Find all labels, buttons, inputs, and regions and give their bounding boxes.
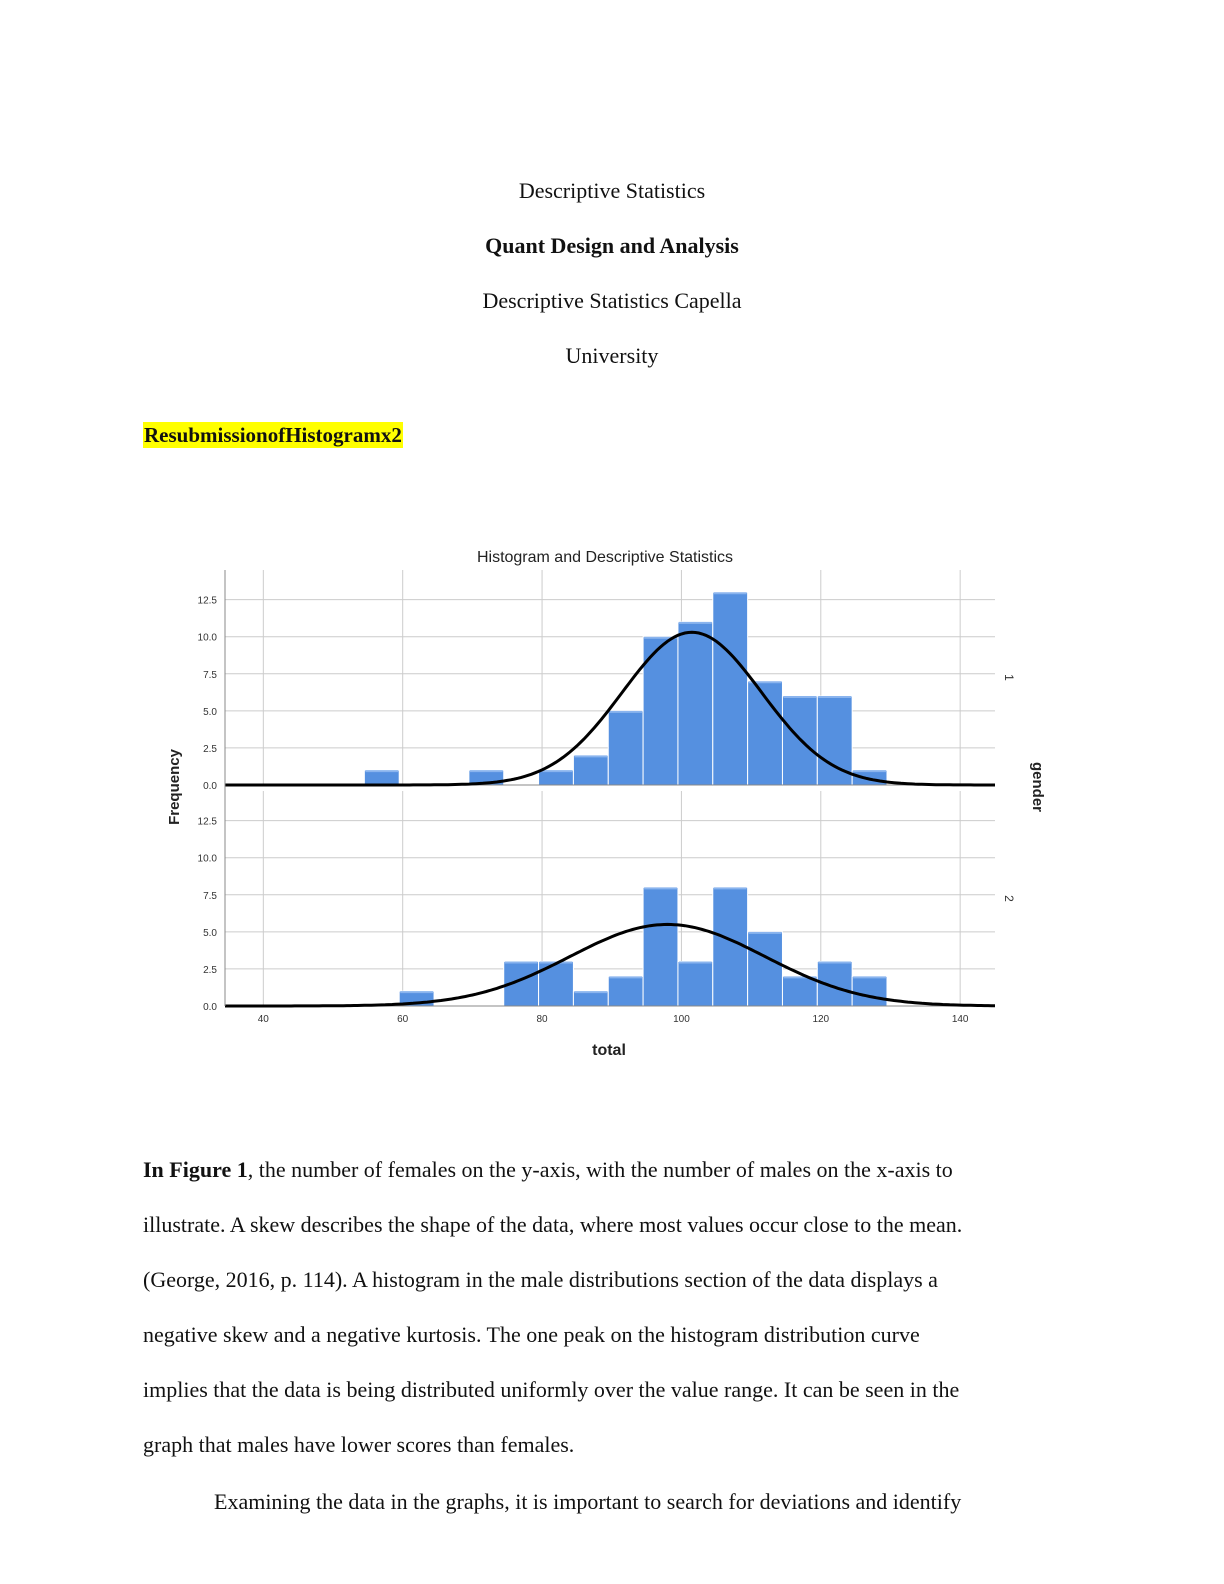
histogram-bar xyxy=(607,710,644,786)
paragraph-1-line-2: illustrate. A skew describes the shape o… xyxy=(143,1212,963,1237)
panel-variable-label: gender xyxy=(1029,762,1046,812)
histogram-bar xyxy=(712,886,749,1007)
histogram-bar xyxy=(712,591,749,786)
panel-label: 2 xyxy=(1002,895,1016,902)
y-tick-label: 2.5 xyxy=(203,965,217,976)
y-tick-label: 10.0 xyxy=(198,633,218,644)
paragraph-1-line-1: In Figure 1, the number of females on th… xyxy=(143,1157,1043,1183)
histogram-bar xyxy=(781,975,818,1007)
chart-title: Histogram and Descriptive Statistics xyxy=(477,549,733,566)
normal-curve xyxy=(225,922,995,1008)
normal-curve xyxy=(225,630,995,787)
x-tick-label: 40 xyxy=(258,1014,270,1025)
figure-reference: In Figure 1 xyxy=(143,1157,248,1182)
paragraph-2-line-1: Examining the data in the graphs, it is … xyxy=(214,1489,962,1514)
y-tick-label: 5.0 xyxy=(203,928,217,939)
x-tick-label: 60 xyxy=(397,1014,409,1025)
paragraph-1-line-5: implies that the data is being distribut… xyxy=(143,1377,960,1402)
y-axis-label: Frequency xyxy=(166,748,183,825)
histogram-bar xyxy=(747,931,783,1007)
histogram-bar xyxy=(363,769,400,786)
histogram-bar xyxy=(538,769,574,786)
x-tick-label: 120 xyxy=(812,1014,829,1025)
histogram-bar xyxy=(572,754,609,786)
histogram-bar xyxy=(677,621,714,786)
histogram-bar xyxy=(642,886,679,1007)
histogram-chart: Histogram and Descriptive Statistics Fre… xyxy=(166,549,1046,1059)
y-tick-label: 7.5 xyxy=(203,891,217,902)
resubmission-note: ResubmissionofHistogramx2 xyxy=(143,422,403,448)
y-tick-label: 0.0 xyxy=(203,1002,217,1013)
histogram-bar xyxy=(851,975,888,1007)
y-tick-label: 7.5 xyxy=(203,670,217,681)
y-tick-label: 12.5 xyxy=(198,596,218,607)
paragraph-1-line-6: graph that males have lower scores than … xyxy=(143,1432,575,1457)
panel-label: 1 xyxy=(1002,674,1016,681)
histogram-bar xyxy=(677,961,714,1007)
title-line-1: Descriptive Statistics xyxy=(518,178,706,203)
y-tick-label: 12.5 xyxy=(198,817,218,828)
paragraph-1-line-3: (George, 2016, p. 114). A histogram in t… xyxy=(143,1267,938,1292)
paragraph-1-line-1-text: , the number of females on the y-axis, w… xyxy=(247,1157,953,1182)
x-axis-label: total xyxy=(592,1042,626,1059)
title-line-2: Quant Design and Analysis xyxy=(485,233,739,258)
y-tick-label: 2.5 xyxy=(203,744,217,755)
histogram-bar xyxy=(607,975,644,1007)
y-tick-label: 10.0 xyxy=(198,854,218,865)
paragraph-1-line-4: negative skew and a negative kurtosis. T… xyxy=(143,1322,920,1347)
plot-area: 0.02.55.07.510.012.510.02.55.07.510.012.… xyxy=(198,570,1016,1025)
title-line-4: University xyxy=(565,343,659,368)
y-tick-label: 5.0 xyxy=(203,707,217,718)
x-tick-label: 140 xyxy=(952,1014,969,1025)
y-tick-label: 0.0 xyxy=(203,781,217,792)
x-tick-label: 80 xyxy=(536,1014,548,1025)
histogram-bar xyxy=(572,990,609,1007)
x-tick-label: 100 xyxy=(673,1014,690,1025)
title-line-3: Descriptive Statistics Capella xyxy=(482,288,742,313)
histogram-bar xyxy=(642,636,679,786)
